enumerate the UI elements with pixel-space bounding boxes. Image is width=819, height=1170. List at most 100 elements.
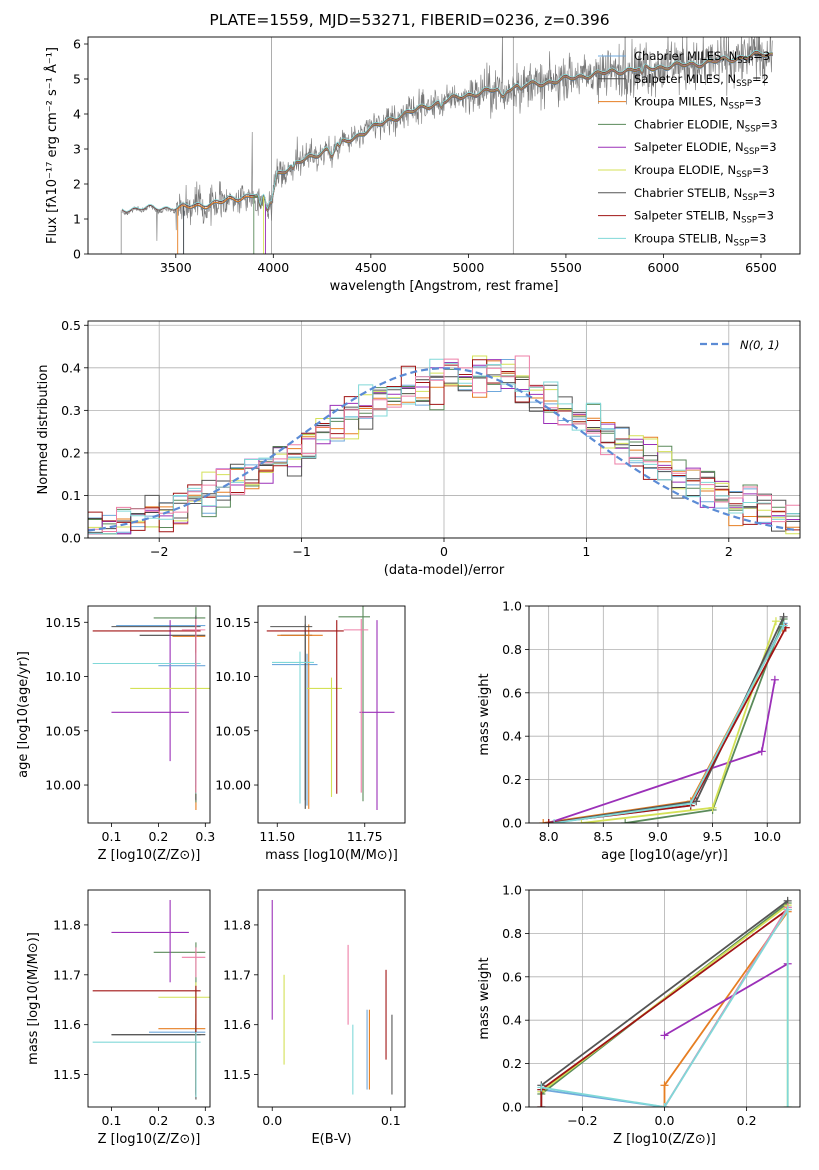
errorbar-point — [92, 985, 201, 1096]
x-tick-label: 1 — [582, 544, 590, 559]
residual-legend: N(0, 1) — [700, 338, 780, 352]
y-tick-label: 0.5 — [61, 318, 81, 333]
y-tick-label: 0.2 — [61, 445, 81, 460]
y-axis-label: Normed distribution — [36, 365, 51, 495]
x-tick-label: 4500 — [355, 260, 387, 275]
x-tick-label: −2 — [150, 544, 168, 559]
legend-entry: Kroupa ELODIE, NSSP=3 — [634, 163, 769, 180]
figure-title: PLATE=1559, MJD=53271, FIBERID=0236, z=0… — [209, 11, 610, 29]
legend-sub: SSP — [737, 56, 753, 66]
errorbar-point — [111, 899, 189, 983]
y-tick-label: 0.4 — [502, 1013, 522, 1028]
x-tick-label: 8.0 — [539, 829, 559, 844]
legend-suffix: =3 — [749, 231, 766, 245]
y-axis-label: mass weight — [477, 673, 492, 755]
y-tick-label: 0.0 — [502, 1100, 522, 1115]
x-tick-label: 0.2 — [148, 1113, 168, 1128]
legend-entry: N(0, 1) — [740, 338, 780, 352]
mass-weight-line-chabrier_stelib — [548, 616, 785, 823]
legend-suffix: =3 — [753, 49, 770, 63]
panel-age_vs_Z: 0.1 0.2 0.3 10.00 10.05 10.10 10.15 Z [log10(Z/… — [16, 605, 215, 863]
plot-area-spectrum — [120, 37, 773, 254]
x-tick-label: 0.3 — [195, 1113, 215, 1128]
residual-histogram-chabrier_elodie — [88, 368, 800, 538]
plot-area-mass_vs_ebv — [271, 899, 393, 1095]
mass-weight-line-kroupa_elodie — [581, 620, 777, 823]
mass-weight-line-kroupa_miles — [543, 627, 784, 823]
mass-weight-line-salpeter_elodie — [548, 679, 776, 823]
x-tick-label: 6500 — [745, 260, 777, 275]
y-tick-label: 4 — [73, 107, 81, 122]
panel-age_vs_mass: 11.50 11.75 10.00 10.05 10.10 10.15 mass [log1… — [215, 605, 406, 863]
errorbar-point — [92, 652, 201, 794]
x-tick-label: 0.0 — [655, 1113, 675, 1128]
errorbar-point — [111, 620, 189, 762]
x-tick-label: 2 — [725, 544, 733, 559]
legend-suffix: =3 — [758, 186, 775, 200]
x-axis-label: E(B-V) — [311, 1132, 351, 1147]
x-tick-label: 0.0 — [262, 1113, 282, 1128]
x-tick-label: 0.2 — [737, 1113, 757, 1128]
errorbar-point — [149, 1022, 206, 1093]
y-tick-label: 5 — [73, 72, 81, 87]
y-tick-label: 11.5 — [223, 1067, 251, 1082]
plot-area-mass_vs_Z — [92, 899, 210, 1100]
x-tick-label: 5500 — [550, 260, 582, 275]
legend-sub: SSP — [741, 216, 757, 226]
legend-entry: Kroupa MILES, NSSP=3 — [634, 95, 761, 112]
axes-frame — [257, 889, 406, 1108]
y-tick-label: 0.2 — [502, 1056, 522, 1071]
axes-frame — [528, 605, 801, 824]
x-tick-label: −1 — [292, 544, 310, 559]
x-tick-label: 3500 — [160, 260, 192, 275]
axes-frame — [257, 605, 406, 824]
plot-area-mw_vs_age — [529, 606, 800, 823]
errorbar-point — [359, 620, 395, 810]
y-tick-label: 10.10 — [45, 669, 81, 684]
y-tick-label: 1 — [73, 212, 81, 227]
legend-label: Salpeter ELODIE, N — [634, 140, 744, 154]
axes-frame — [87, 889, 211, 1108]
x-tick-label: 11.75 — [347, 829, 383, 844]
errorbar-point — [111, 615, 201, 801]
x-axis-label: mass [log10(M/M⊙)] — [265, 848, 398, 863]
legend-entry: Salpeter STELIB, NSSP=3 — [634, 209, 774, 226]
x-tick-label: 0 — [440, 544, 448, 559]
legend-suffix: =3 — [757, 209, 774, 223]
mass-weight-line-chabrier_miles — [548, 622, 785, 823]
axes-frame — [528, 889, 801, 1108]
errorbar-point — [307, 677, 342, 797]
legend-label: Chabrier STELIB, N — [634, 186, 742, 200]
y-axis-label: mass weight — [477, 957, 492, 1039]
plot-area-age_vs_Z — [92, 607, 210, 810]
y-tick-label: 11.6 — [223, 1017, 251, 1032]
axes-frame — [87, 320, 801, 539]
legend-suffix: =2 — [752, 72, 769, 86]
x-tick-label: 10.0 — [753, 829, 781, 844]
errorbar-point — [172, 625, 206, 810]
axes-frame — [87, 605, 211, 824]
y-tick-label: 10.05 — [45, 723, 81, 738]
x-tick-label: 0.1 — [102, 1113, 122, 1128]
x-tick-label: 9.5 — [703, 829, 723, 844]
y-tick-label: 0.4 — [502, 729, 522, 744]
errorbar-point — [181, 619, 206, 793]
legend-suffix: =3 — [760, 140, 777, 154]
errorbar-point — [270, 615, 313, 801]
mass-weight-line-salpeter_elodie — [664, 963, 789, 1037]
legend-entry: Salpeter ELODIE, NSSP=3 — [634, 140, 777, 157]
errorbar-point — [158, 1013, 206, 1094]
panel-mw_vs_Z: −0.2 0.0 0.2 0.0 0.2 0.4 0.6 0.8 1.0 Z [log10(Z/Z… — [477, 883, 801, 1147]
legend-sub: SSP — [744, 147, 760, 157]
plot-area-age_vs_mass — [266, 606, 395, 810]
x-axis-label: Z [log10(Z/Z⊙)] — [98, 1132, 201, 1147]
legend-entry: Chabrier STELIB, NSSP=3 — [634, 186, 775, 203]
y-tick-label: 10.15 — [45, 615, 81, 630]
errorbar-point — [158, 654, 206, 786]
y-tick-label: 3 — [73, 142, 81, 157]
errorbar-point — [92, 1032, 201, 1098]
legend-label: Kroupa MILES, N — [634, 95, 729, 109]
normal-curve — [88, 367, 798, 532]
y-tick-label: 11.8 — [53, 917, 81, 932]
y-tick-label: 10.10 — [215, 669, 251, 684]
